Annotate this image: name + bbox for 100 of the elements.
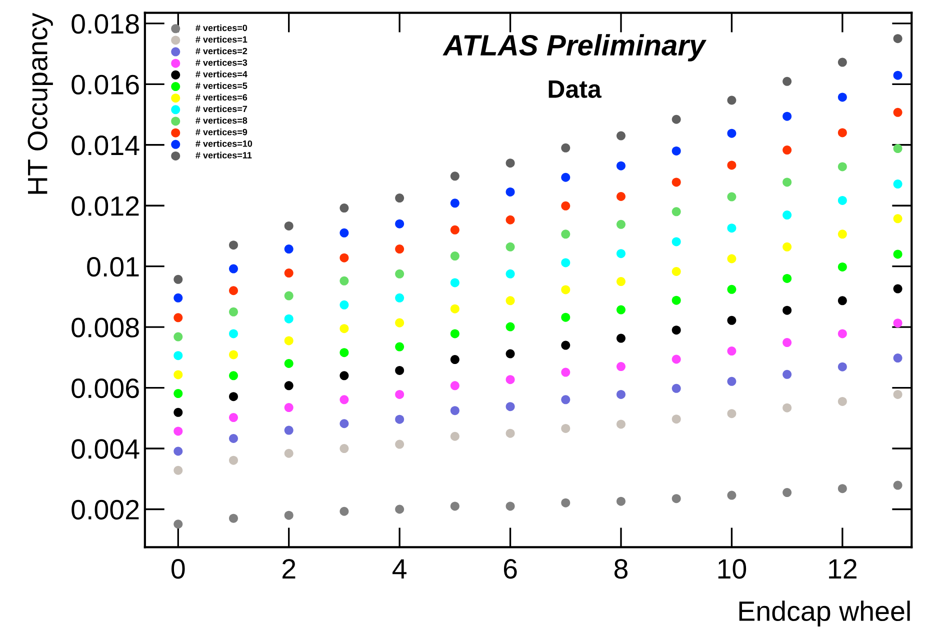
point xyxy=(174,426,183,436)
point xyxy=(174,313,183,322)
point xyxy=(838,396,847,406)
x-tick-label: 0 xyxy=(172,559,185,579)
point xyxy=(782,146,792,155)
point xyxy=(616,390,626,399)
point xyxy=(616,362,626,372)
point xyxy=(616,161,626,170)
annotation: Data xyxy=(548,80,602,98)
point xyxy=(782,370,792,379)
point xyxy=(838,230,847,239)
point xyxy=(284,244,294,254)
point xyxy=(838,92,847,102)
point xyxy=(450,502,460,511)
point xyxy=(893,108,902,117)
point xyxy=(616,496,626,506)
y-tick-label: 0.004 xyxy=(72,439,140,459)
point xyxy=(893,390,902,399)
y-tick-label: 0.006 xyxy=(72,378,139,398)
legend-label: # vertices=10 xyxy=(196,140,252,147)
text: ATLAS Preliminary xyxy=(442,34,707,62)
point xyxy=(450,252,460,261)
y-tick-label: 0.002 xyxy=(72,500,139,520)
point xyxy=(174,389,183,398)
point xyxy=(506,349,515,358)
point xyxy=(340,300,349,310)
point xyxy=(727,254,736,264)
point xyxy=(395,366,404,375)
point xyxy=(284,359,294,368)
point xyxy=(561,258,570,268)
legend-label: # vertices=4 xyxy=(196,70,248,78)
legend-label: # vertices=7 xyxy=(196,105,248,112)
point xyxy=(450,432,460,441)
point xyxy=(561,312,570,322)
point xyxy=(672,384,681,393)
point xyxy=(395,318,404,328)
point xyxy=(174,466,183,475)
point xyxy=(561,368,570,377)
point xyxy=(893,250,902,259)
point xyxy=(838,362,847,372)
point xyxy=(450,406,460,416)
point xyxy=(340,419,349,428)
point xyxy=(838,162,847,172)
legend-label: # vertices=6 xyxy=(196,94,248,101)
x-tick-label: 8 xyxy=(614,559,628,579)
legend-label: # vertices=8 xyxy=(196,117,248,124)
point xyxy=(616,131,626,140)
point xyxy=(284,448,294,458)
point xyxy=(506,269,515,278)
point xyxy=(838,128,847,138)
y-tick-label: 0.014 xyxy=(72,136,140,156)
point xyxy=(616,277,626,286)
point xyxy=(616,249,626,258)
point xyxy=(284,221,294,230)
point xyxy=(838,262,847,272)
point xyxy=(506,428,515,438)
point xyxy=(672,354,681,364)
point xyxy=(727,160,736,170)
point xyxy=(506,502,515,511)
point xyxy=(228,371,238,380)
point xyxy=(893,318,902,328)
point xyxy=(782,488,792,498)
point xyxy=(782,306,792,315)
point xyxy=(616,305,626,314)
point xyxy=(284,314,294,324)
point xyxy=(284,291,294,300)
point xyxy=(561,395,570,404)
point xyxy=(228,456,238,465)
point xyxy=(395,390,404,399)
point xyxy=(395,414,404,424)
point xyxy=(284,403,294,412)
point xyxy=(228,329,238,338)
legend-label: # vertices=2 xyxy=(196,48,248,54)
point xyxy=(174,293,183,302)
point xyxy=(395,293,404,302)
point xyxy=(616,192,626,201)
point xyxy=(450,278,460,288)
x-tick-label: 12 xyxy=(829,559,856,578)
point xyxy=(506,402,515,412)
point xyxy=(228,413,238,422)
y-tick-label: 0.008 xyxy=(72,318,139,338)
point xyxy=(506,215,515,224)
point xyxy=(561,498,570,508)
point xyxy=(782,210,792,220)
point xyxy=(727,284,736,294)
point xyxy=(340,506,349,516)
point xyxy=(450,225,460,234)
point xyxy=(727,128,736,138)
point xyxy=(727,316,736,325)
point xyxy=(340,204,349,213)
point xyxy=(893,354,902,363)
point xyxy=(727,224,736,233)
point xyxy=(284,426,294,435)
point xyxy=(395,504,404,514)
legend-label: # vertices=5 xyxy=(196,82,248,89)
point xyxy=(727,96,736,105)
point xyxy=(395,342,404,352)
point xyxy=(561,285,570,294)
point xyxy=(450,381,460,390)
point xyxy=(340,348,349,358)
